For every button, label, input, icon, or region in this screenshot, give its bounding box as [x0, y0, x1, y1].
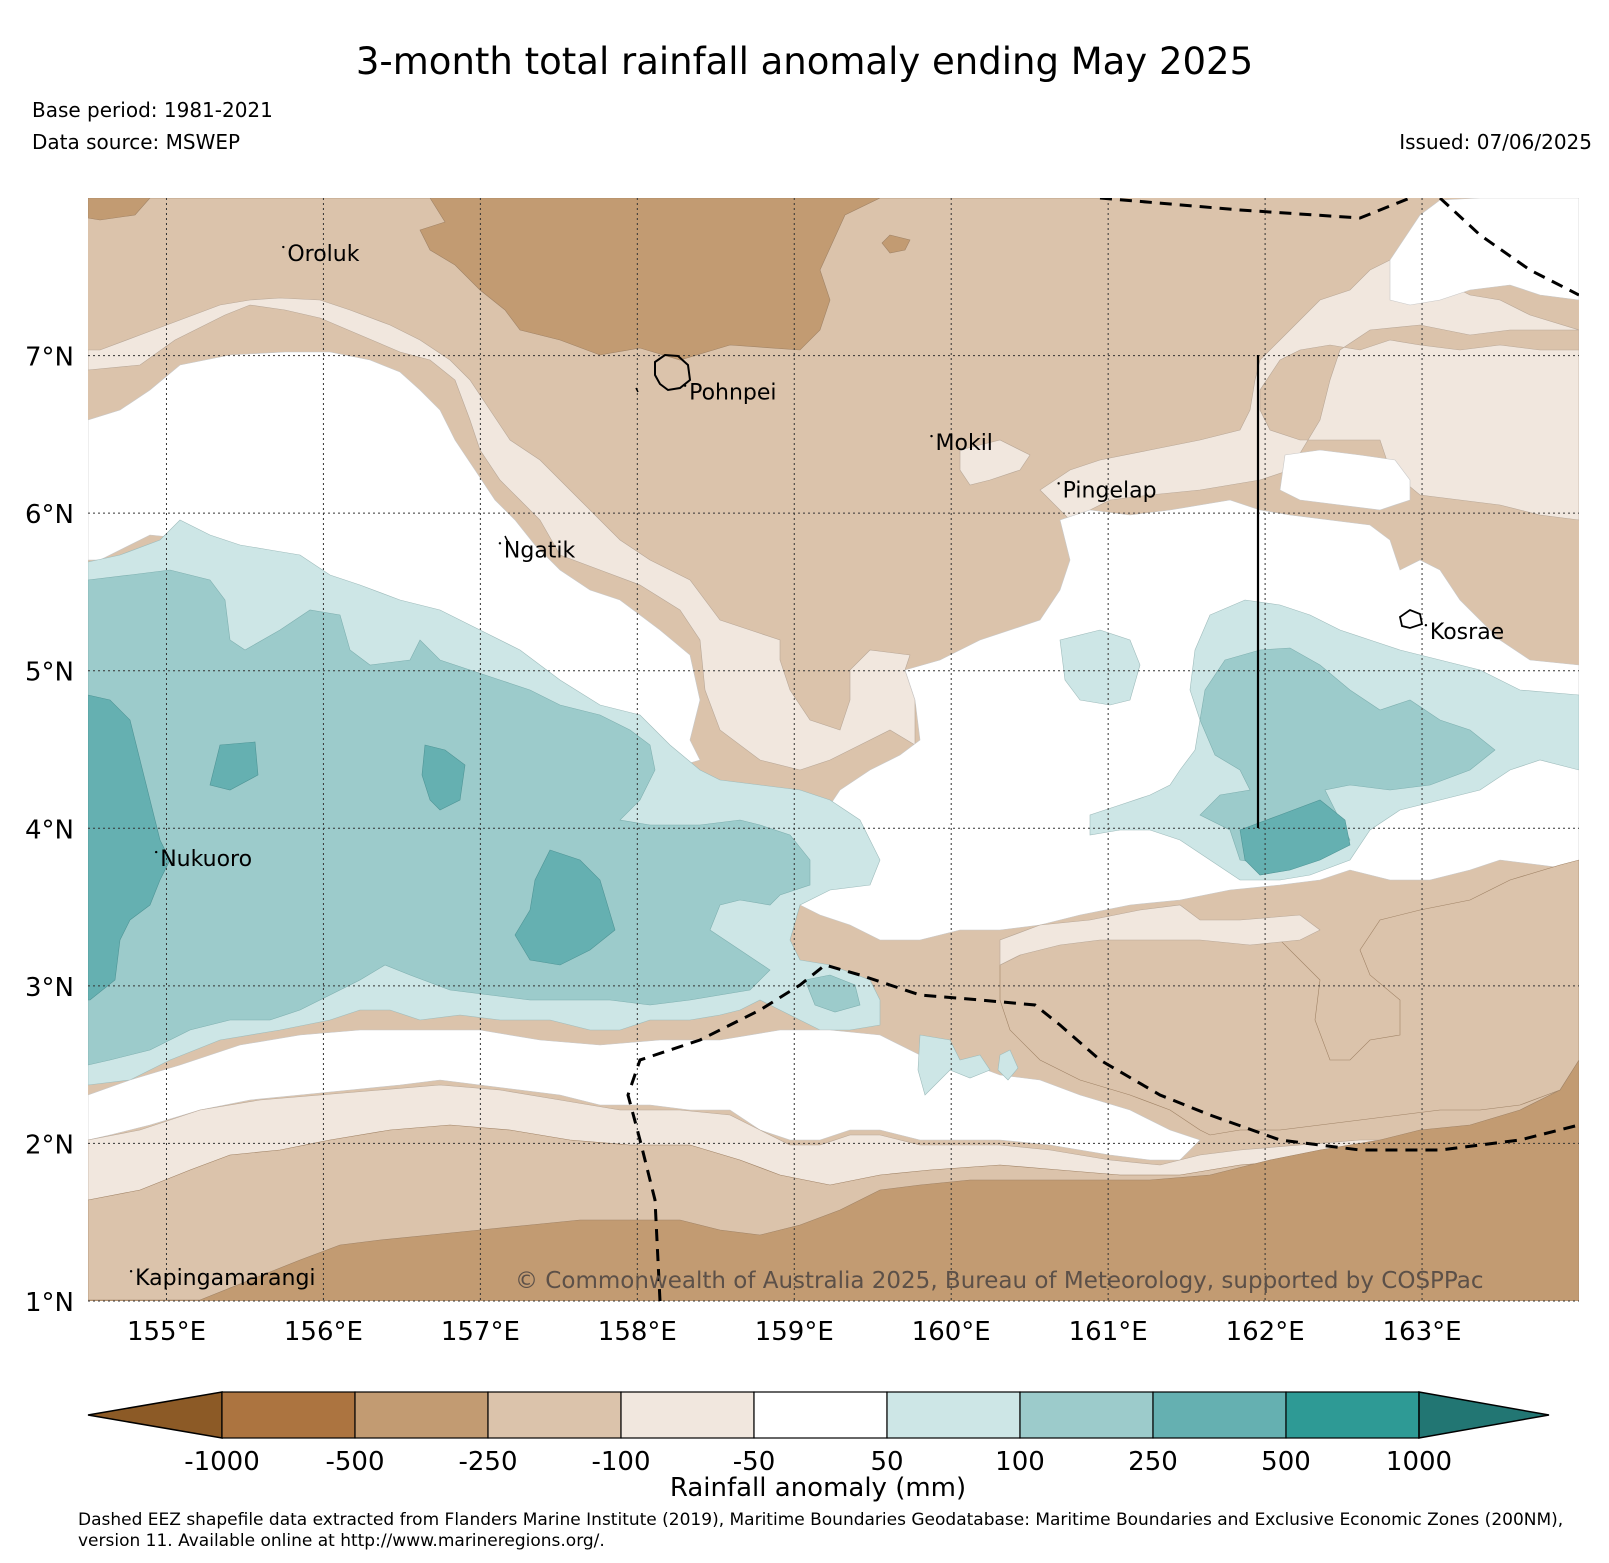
field-mid-east-minus100: [959, 439, 1031, 486]
field-west-250-500-c: [421, 744, 466, 811]
place-marker: [282, 245, 285, 249]
copyright-text: © Commonwealth of Australia 2025, Bureau…: [515, 1268, 1484, 1294]
colorbar-segment: [886, 1391, 1021, 1439]
eez-boundaries: [626, 198, 1579, 1301]
field-west-250-500-a: [88, 694, 171, 1001]
place-marker: [154, 850, 158, 854]
lon-tick-label: 160°E: [912, 1317, 991, 1347]
data-source-text: Data source: MSWEP: [32, 130, 241, 154]
kosrae-island: [1398, 608, 1424, 629]
pohnpei-marker: [635, 387, 639, 393]
colorbar: -1000 -500 -250 -100 -50 50 100 250 500 1000: [87, 1391, 1550, 1477]
field-mid-east-50-100: [1059, 629, 1141, 706]
lon-tick-label: 159°E: [755, 1317, 834, 1347]
place-marker: [1424, 624, 1428, 627]
field-west-250-500-d: [514, 849, 616, 966]
colorbar-tick-label: -500: [325, 1447, 384, 1477]
field-south-50-100-small: [804, 974, 861, 1013]
ngatik-marker: [504, 535, 509, 543]
lon-tick-label: 157°E: [441, 1317, 520, 1347]
colorbar-tick-label: 50: [870, 1447, 903, 1477]
field-east-minus100-band: [1039, 259, 1579, 521]
colorbar-segment: [1152, 1391, 1287, 1439]
place-marker: [930, 434, 933, 438]
field-southeast-minus100-edge: [999, 904, 1321, 966]
colorbar-extend-left: [87, 1391, 223, 1439]
colorbar-segment: [354, 1391, 489, 1439]
place-label: Mokil: [936, 431, 993, 456]
lon-tick-label: 155°E: [127, 1317, 206, 1347]
place-marker: [498, 542, 502, 545]
anomaly-fields: [88, 198, 1579, 1301]
colorbar-tick-label: -100: [591, 1447, 650, 1477]
eez-line-north: [1099, 198, 1411, 220]
place-label: Kapingamarangi: [135, 1266, 315, 1291]
colorbar-tick-label: -50: [733, 1447, 775, 1477]
field-south-minus500-band: [88, 1059, 1579, 1301]
colorbar-tick-label: 1000: [1386, 1447, 1452, 1477]
lon-tick-label: 156°E: [284, 1317, 363, 1347]
lon-tick-label: 163°E: [1383, 1317, 1462, 1347]
lat-tick-label: 6°N: [25, 500, 74, 530]
place-label: Ngatik: [504, 538, 576, 563]
place-marker: [129, 1270, 133, 1273]
lat-tick-label: 7°N: [25, 343, 74, 373]
lat-tick-label: 4°N: [25, 815, 74, 845]
place-marker: [683, 384, 687, 387]
latitude-labels: 7°N 6°N 5°N 4°N 3°N 2°N 1°N: [25, 343, 74, 1318]
place-label: Pingelap: [1063, 478, 1157, 503]
lon-tick-label: 158°E: [598, 1317, 677, 1347]
place-label: Pohnpei: [689, 381, 776, 406]
longitude-labels: 155°E 156°E 157°E 158°E 159°E 160°E 161°E 162°E…: [127, 1317, 1462, 1347]
colorbar-label: Rainfall anomaly (mm): [670, 1473, 966, 1503]
colorbar-segment: [1019, 1391, 1154, 1439]
footnote-text: Dashed EEZ shapefile data extracted from…: [78, 1510, 1564, 1551]
field-west-250-500-b: [209, 741, 259, 791]
colorbar-extend-right: [1418, 1391, 1550, 1439]
colorbar-segment: [1285, 1391, 1420, 1439]
map-gridlines: [88, 198, 1579, 1302]
field-east-white-2: [1279, 449, 1411, 511]
base-period-text: Base period: 1981-2021: [32, 98, 273, 122]
colorbar-tick-label: -1000: [184, 1447, 260, 1477]
field-south-50-100-islets: [917, 1034, 991, 1096]
colorbar-tick-label: 100: [995, 1447, 1045, 1477]
eez-line-northeast: [1438, 198, 1579, 297]
field-east-100-250: [1199, 647, 1496, 866]
field-north-minus500-patch: [88, 198, 151, 221]
colorbar-tick-label: 500: [1261, 1447, 1311, 1477]
colorbar-segment: [221, 1391, 356, 1439]
map-title: 3-month total rainfall anomaly ending Ma…: [355, 40, 1254, 83]
place-labels: Oroluk Pohnpei Mokil Pingelap Ngatik Kosrae Nu…: [129, 242, 1504, 1291]
field-north-minus100-band: [88, 297, 916, 771]
eez-line-south: [626, 963, 1579, 1301]
lat-tick-label: 2°N: [25, 1130, 74, 1160]
colorbar-tick-label: -250: [458, 1447, 517, 1477]
colorbar-segment: [487, 1391, 622, 1439]
field-east-250-500: [1239, 799, 1351, 876]
field-south-50-100-islet2: [997, 1049, 1019, 1081]
place-label: Oroluk: [287, 242, 359, 267]
field-north-minus500: [88, 198, 1100, 361]
colorbar-segment: [620, 1391, 755, 1439]
place-label: Nukuoro: [160, 847, 252, 872]
issued-date-text: Issued: 07/06/2025: [1399, 130, 1592, 154]
pohnpei-island: [654, 353, 692, 392]
colorbar-segment: [753, 1391, 888, 1439]
lon-tick-label: 161°E: [1069, 1317, 1148, 1347]
colorbar-tick-label: 250: [1128, 1447, 1178, 1477]
lat-tick-label: 3°N: [25, 973, 74, 1003]
place-label: Kosrae: [1430, 620, 1504, 645]
lon-tick-label: 162°E: [1226, 1317, 1305, 1347]
lat-tick-label: 1°N: [25, 1288, 74, 1318]
field-north-small-patch: [881, 234, 911, 254]
place-marker: [1057, 482, 1060, 485]
lat-tick-label: 5°N: [25, 658, 74, 688]
field-west-100-250: [88, 569, 811, 1066]
